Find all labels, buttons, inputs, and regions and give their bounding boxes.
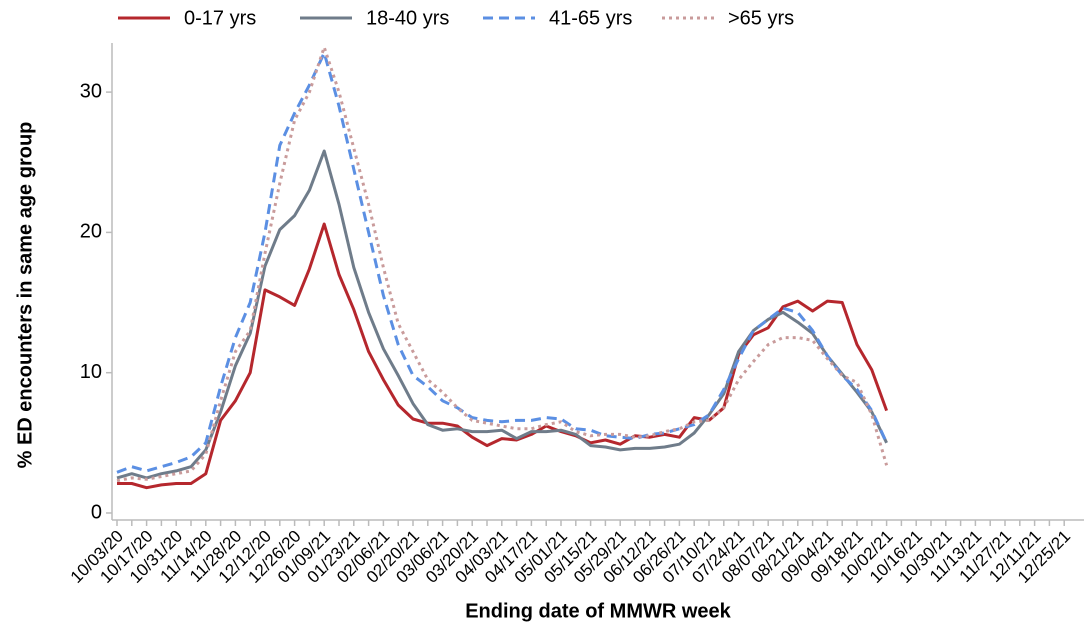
legend-label: 41-65 yrs xyxy=(549,7,632,29)
y-axis-title: % ED encounters in same age group xyxy=(14,122,36,469)
series-line xyxy=(116,45,889,483)
y-tick-label: 20 xyxy=(80,221,102,243)
legend-label: >65 yrs xyxy=(728,7,794,29)
series-line xyxy=(116,51,888,474)
legend-label: 18-40 yrs xyxy=(366,7,449,29)
series-line xyxy=(117,222,889,490)
series-line xyxy=(116,149,888,480)
x-axis-title: Ending date of MMWR week xyxy=(465,600,731,622)
legend-label: 0-17 yrs xyxy=(184,7,256,29)
y-tick-label: 0 xyxy=(91,501,102,523)
y-tick-label: 30 xyxy=(80,80,102,102)
y-tick-label: 10 xyxy=(80,361,102,383)
